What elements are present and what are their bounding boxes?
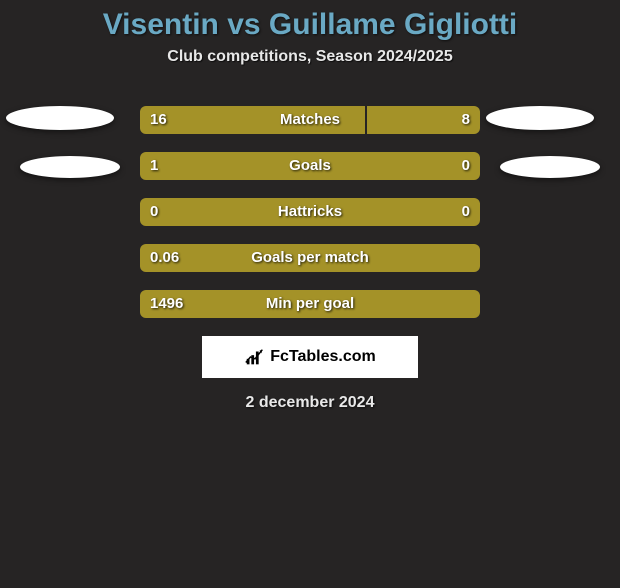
page-title: Visentin vs Guillame Gigliotti [0, 8, 620, 42]
bar-full [140, 198, 480, 226]
stat-row: Min per goal1496 [0, 290, 620, 318]
player-left-shadow [20, 156, 120, 178]
fctables-logo: FcTables.com [202, 336, 418, 378]
player-right-shadow [486, 106, 594, 130]
bar-track [140, 106, 480, 134]
bar-track [140, 198, 480, 226]
bar-right [367, 106, 480, 134]
bar-track [140, 152, 480, 180]
date-text: 2 december 2024 [0, 394, 620, 412]
stat-row: Hattricks00 [0, 198, 620, 226]
bar-track [140, 244, 480, 272]
bar-full [140, 244, 480, 272]
player-right-shadow [500, 156, 600, 178]
logo-text: FcTables.com [270, 348, 376, 366]
subtitle: Club competitions, Season 2024/2025 [0, 48, 620, 66]
bar-full [140, 290, 480, 318]
stat-row: Goals per match0.06 [0, 244, 620, 272]
player-left-shadow [6, 106, 114, 130]
bar-left [140, 106, 367, 134]
bar-left [140, 152, 480, 180]
bar-track [140, 290, 480, 318]
comparison-chart: Matches168Goals10Hattricks00Goals per ma… [0, 106, 620, 318]
bar-chart-icon [244, 346, 266, 368]
